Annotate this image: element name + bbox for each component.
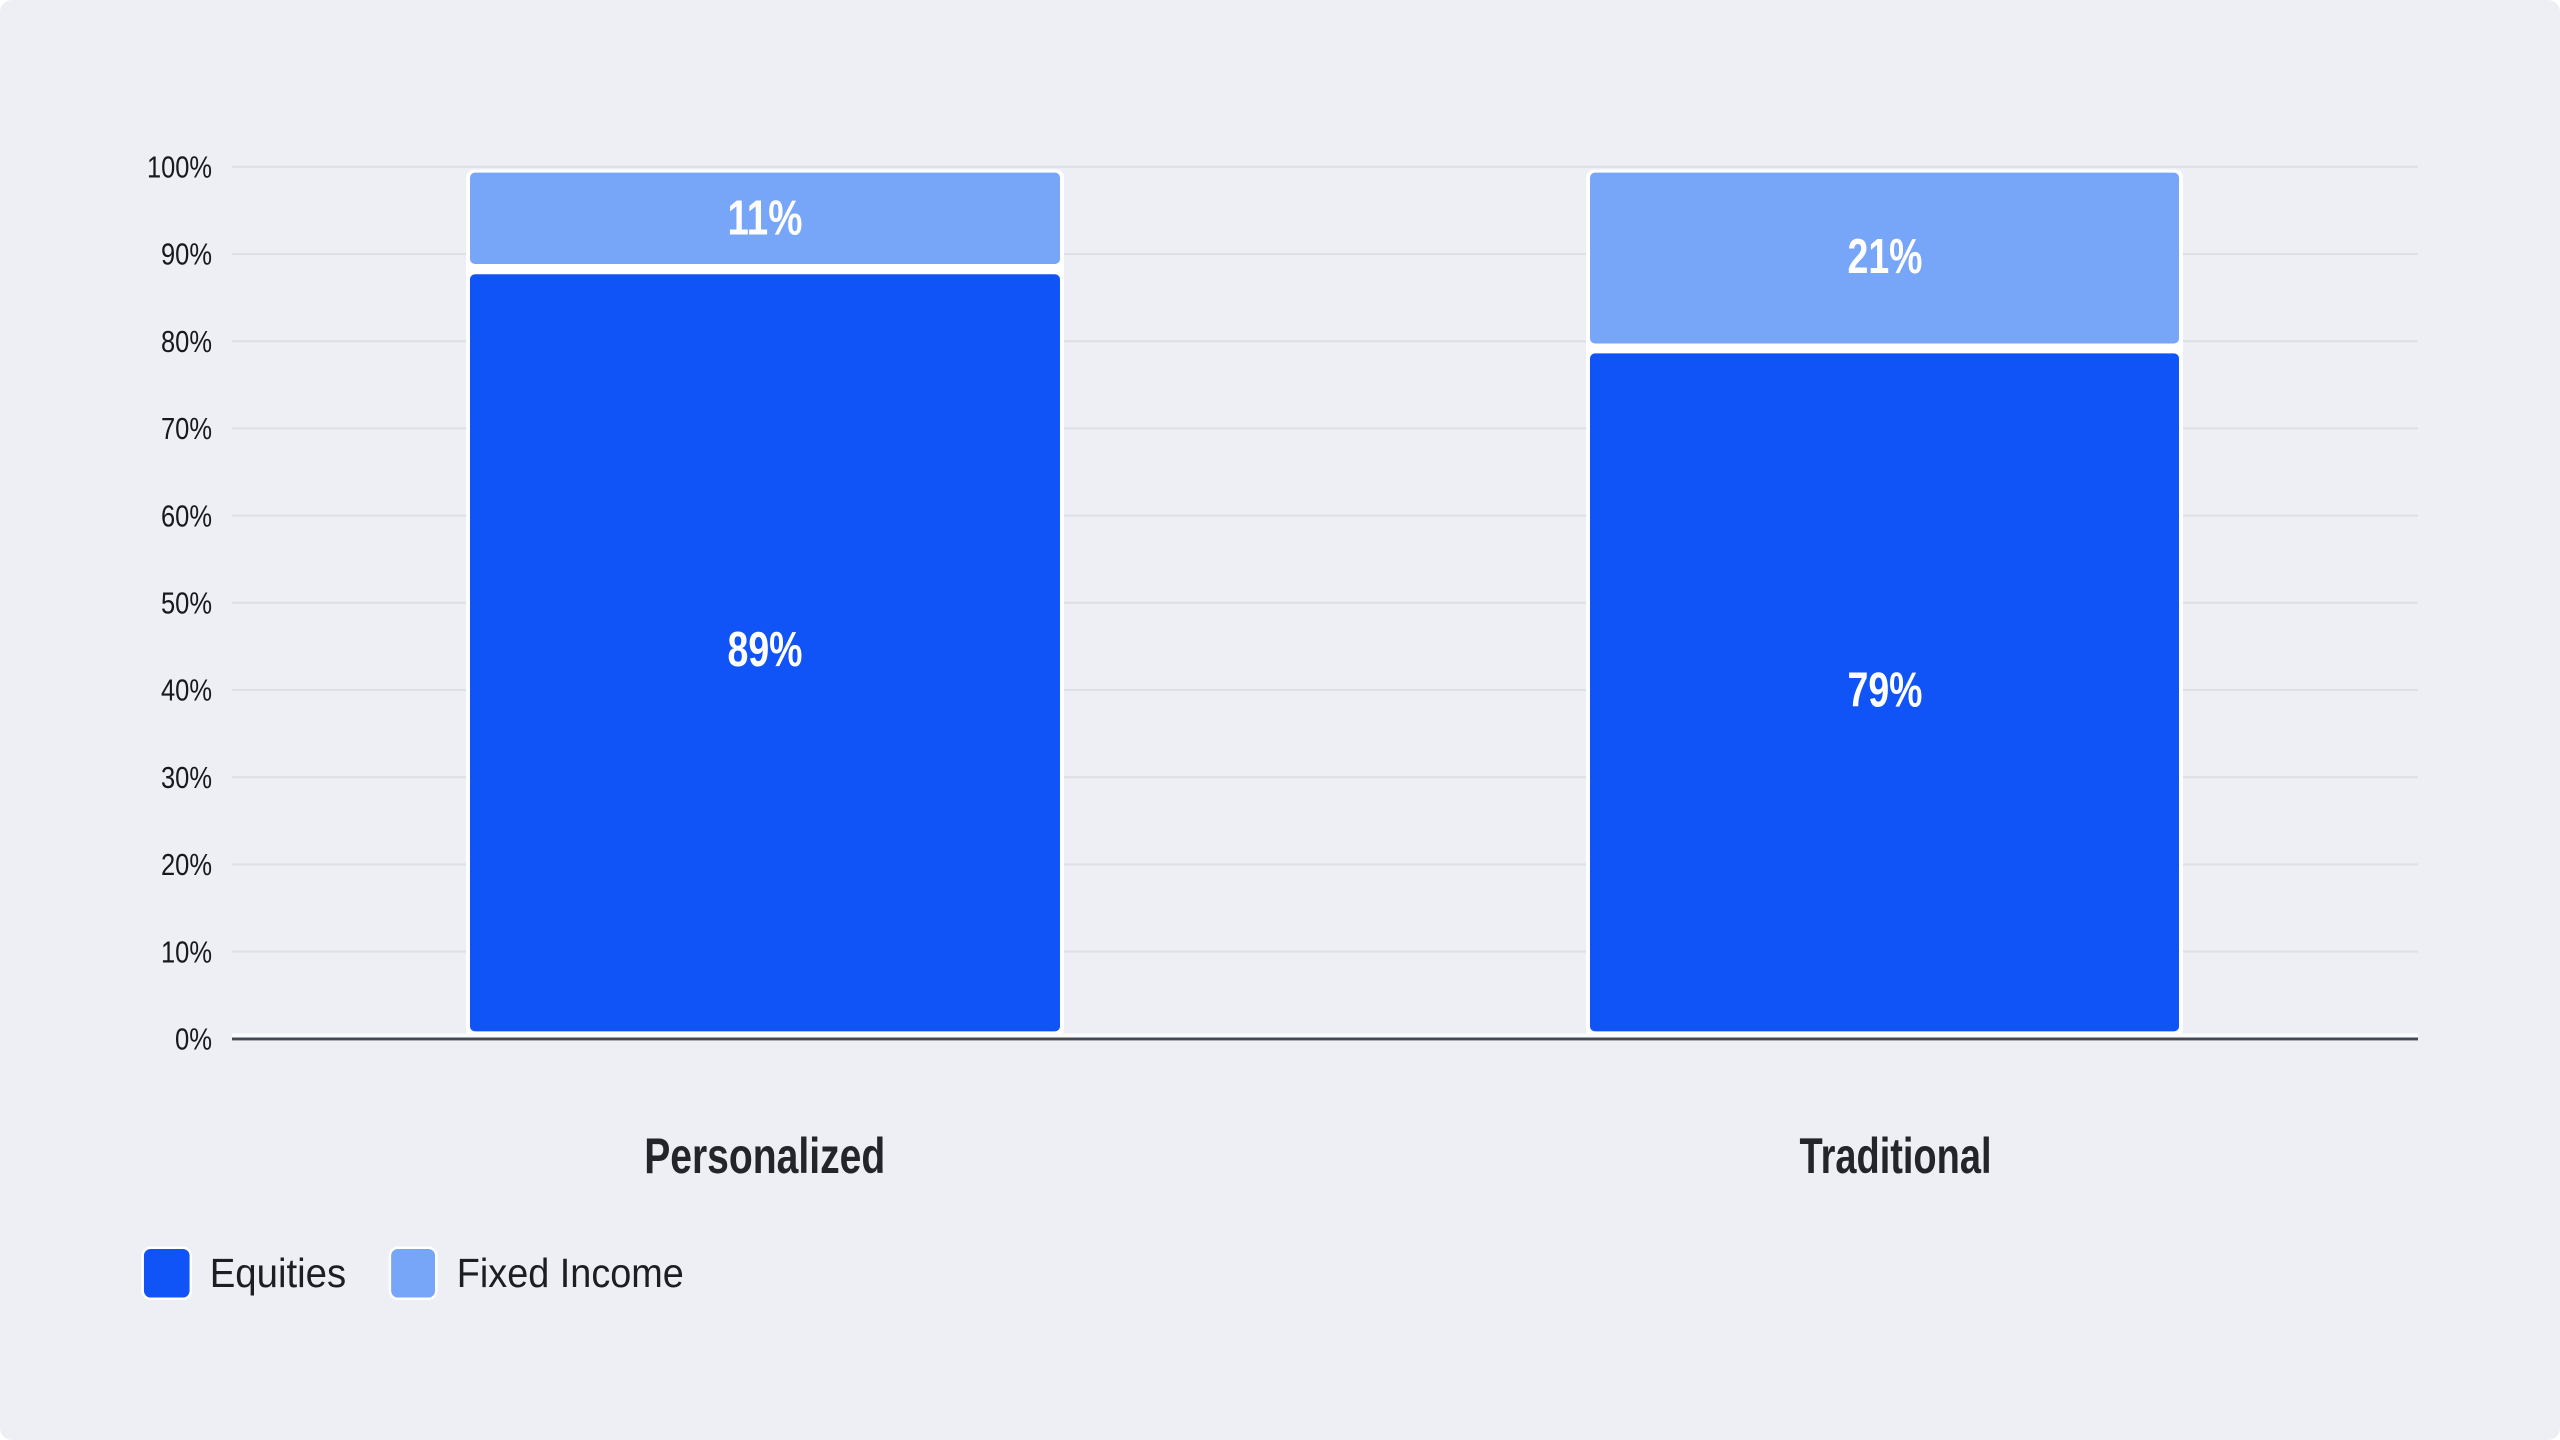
- svg-text:0%: 0%: [175, 1022, 212, 1057]
- svg-text:Traditional: Traditional: [1800, 1128, 1992, 1184]
- svg-text:79%: 79%: [1848, 664, 1923, 718]
- svg-text:30%: 30%: [161, 760, 212, 795]
- svg-text:50%: 50%: [161, 586, 212, 621]
- svg-text:Fixed Income: Fixed Income: [457, 1250, 684, 1296]
- svg-text:10%: 10%: [161, 934, 212, 969]
- svg-text:11%: 11%: [728, 191, 803, 245]
- svg-text:90%: 90%: [161, 237, 212, 272]
- svg-text:60%: 60%: [161, 498, 212, 533]
- svg-text:70%: 70%: [161, 411, 212, 446]
- svg-text:100%: 100%: [147, 150, 212, 185]
- svg-text:89%: 89%: [728, 623, 803, 677]
- svg-text:20%: 20%: [161, 847, 212, 882]
- svg-text:Equities: Equities: [210, 1250, 347, 1296]
- svg-text:Personalized: Personalized: [644, 1128, 885, 1184]
- svg-text:21%: 21%: [1848, 230, 1923, 284]
- svg-text:80%: 80%: [161, 324, 212, 359]
- svg-text:40%: 40%: [161, 673, 212, 708]
